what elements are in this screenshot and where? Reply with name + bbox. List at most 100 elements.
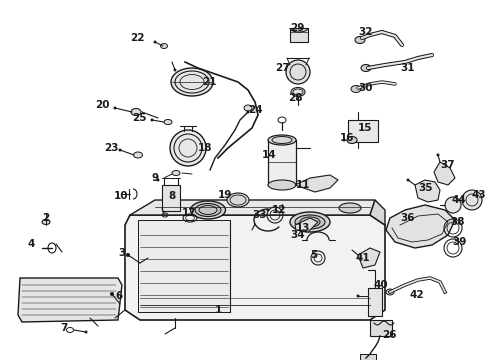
Text: 15: 15 [357, 123, 372, 133]
Text: 9: 9 [152, 173, 159, 183]
Text: 5: 5 [309, 250, 317, 260]
Text: 6: 6 [115, 291, 122, 301]
Text: 34: 34 [289, 230, 304, 240]
Polygon shape [294, 175, 337, 192]
Ellipse shape [244, 105, 251, 111]
Text: 12: 12 [271, 205, 286, 215]
Circle shape [342, 139, 345, 141]
Ellipse shape [133, 152, 142, 158]
Ellipse shape [131, 108, 141, 116]
Ellipse shape [338, 203, 360, 213]
Text: 2: 2 [42, 213, 49, 223]
Polygon shape [385, 205, 454, 248]
Ellipse shape [354, 36, 364, 44]
Ellipse shape [195, 203, 221, 216]
Ellipse shape [350, 85, 360, 93]
Bar [367, 288, 381, 316]
Circle shape [436, 153, 439, 157]
Ellipse shape [267, 135, 295, 145]
Text: 25: 25 [132, 113, 146, 123]
Text: 43: 43 [471, 190, 486, 200]
Bar [289, 28, 307, 42]
Text: 17: 17 [182, 208, 196, 218]
Polygon shape [294, 218, 317, 232]
Polygon shape [138, 220, 229, 312]
Text: 31: 31 [399, 63, 414, 73]
Text: 41: 41 [354, 253, 369, 263]
Circle shape [356, 294, 359, 297]
Text: 35: 35 [417, 183, 431, 193]
Ellipse shape [163, 120, 172, 125]
Text: 30: 30 [357, 83, 372, 93]
Polygon shape [18, 278, 122, 322]
Bar [369, 320, 391, 336]
Text: 44: 44 [451, 195, 466, 205]
Circle shape [285, 60, 309, 84]
Text: 10: 10 [114, 191, 128, 201]
Text: 39: 39 [451, 237, 466, 247]
Bar [162, 185, 180, 211]
Text: 8: 8 [168, 191, 175, 201]
Circle shape [156, 179, 159, 181]
Ellipse shape [267, 180, 295, 190]
Text: 7: 7 [60, 323, 67, 333]
Text: 42: 42 [409, 290, 424, 300]
Bar [347, 120, 377, 142]
Text: 28: 28 [287, 93, 302, 103]
Circle shape [406, 179, 408, 181]
Circle shape [113, 107, 116, 109]
Circle shape [444, 197, 460, 213]
Ellipse shape [226, 193, 248, 207]
Circle shape [170, 130, 205, 166]
Text: 23: 23 [104, 143, 118, 153]
Text: 32: 32 [357, 27, 372, 37]
Circle shape [173, 68, 176, 72]
Text: 1: 1 [215, 305, 222, 315]
Text: 20: 20 [95, 100, 109, 110]
Circle shape [150, 118, 153, 122]
Text: 26: 26 [381, 330, 396, 340]
Text: 13: 13 [295, 223, 310, 233]
Text: 36: 36 [399, 213, 414, 223]
Circle shape [461, 190, 481, 210]
Text: 24: 24 [247, 105, 262, 115]
Ellipse shape [172, 171, 180, 175]
Text: 22: 22 [130, 33, 144, 43]
Polygon shape [125, 215, 384, 320]
Text: 19: 19 [218, 190, 232, 200]
Circle shape [153, 40, 156, 44]
Circle shape [118, 148, 121, 152]
Polygon shape [369, 200, 384, 225]
Ellipse shape [346, 136, 356, 144]
Circle shape [126, 253, 130, 257]
Polygon shape [433, 162, 454, 185]
Polygon shape [357, 248, 379, 268]
Ellipse shape [160, 44, 167, 49]
Text: 16: 16 [339, 133, 354, 143]
Text: 27: 27 [274, 63, 289, 73]
Text: 4: 4 [28, 239, 35, 249]
Circle shape [266, 208, 269, 211]
Text: 11: 11 [295, 180, 310, 190]
Ellipse shape [42, 220, 50, 225]
Bar [359, 354, 375, 360]
Ellipse shape [190, 201, 225, 219]
Ellipse shape [360, 64, 370, 72]
Ellipse shape [294, 215, 325, 229]
Text: 33: 33 [251, 210, 266, 220]
Text: 40: 40 [373, 280, 388, 290]
Ellipse shape [171, 68, 213, 96]
Ellipse shape [289, 212, 329, 232]
Text: 29: 29 [289, 23, 304, 33]
Text: 38: 38 [449, 217, 464, 227]
Circle shape [84, 330, 87, 333]
Ellipse shape [290, 87, 305, 96]
Text: 14: 14 [262, 150, 276, 160]
Text: 3: 3 [118, 248, 125, 258]
Text: 18: 18 [198, 143, 212, 153]
Bar [267, 140, 295, 185]
Circle shape [246, 111, 249, 113]
Text: 21: 21 [202, 77, 216, 87]
Ellipse shape [385, 289, 393, 295]
Text: 37: 37 [439, 160, 454, 170]
